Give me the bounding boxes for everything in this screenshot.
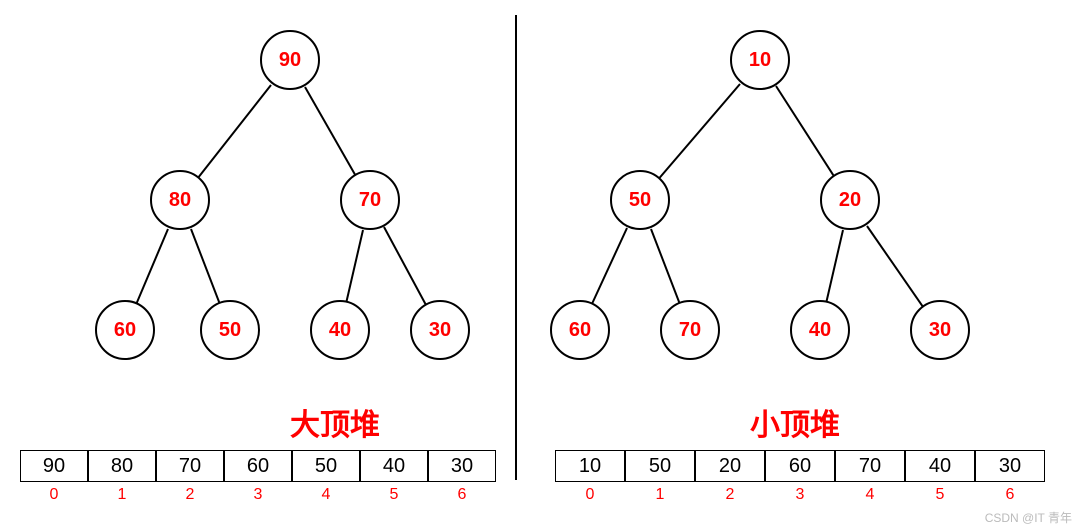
index-cell: 6	[428, 486, 496, 504]
index-cell: 2	[156, 486, 224, 504]
index-cell: 1	[625, 486, 695, 504]
tree-edge	[826, 230, 844, 302]
left-indices: 0123456	[20, 486, 496, 504]
right-array: 10502060704030	[555, 450, 1045, 482]
tree-edge	[866, 225, 923, 307]
index-cell: 4	[835, 486, 905, 504]
tree-edge	[190, 229, 220, 304]
tree-node: 40	[790, 300, 850, 360]
right-title: 小顶堆	[735, 400, 855, 444]
tree-node: 60	[95, 300, 155, 360]
array-cell: 40	[905, 450, 975, 482]
array-cell: 40	[360, 450, 428, 482]
array-cell: 80	[88, 450, 156, 482]
index-cell: 5	[905, 486, 975, 504]
index-cell: 2	[695, 486, 765, 504]
array-cell: 50	[292, 450, 360, 482]
tree-node: 90	[260, 30, 320, 90]
index-cell: 5	[360, 486, 428, 504]
array-cell: 30	[428, 450, 496, 482]
index-cell: 3	[224, 486, 292, 504]
right-indices: 0123456	[555, 486, 1045, 504]
index-cell: 1	[88, 486, 156, 504]
array-cell: 20	[695, 450, 765, 482]
tree-edge	[775, 86, 834, 177]
tree-node: 70	[660, 300, 720, 360]
tree-node: 30	[410, 300, 470, 360]
array-cell: 30	[975, 450, 1045, 482]
tree-node: 10	[730, 30, 790, 90]
tree-edge	[346, 230, 364, 302]
left-array: 90807060504030	[20, 450, 496, 482]
tree-node: 20	[820, 170, 880, 230]
tree-edge	[198, 84, 272, 178]
tree-edge	[304, 87, 356, 176]
tree-edge	[592, 228, 629, 304]
array-cell: 10	[555, 450, 625, 482]
index-cell: 0	[20, 486, 88, 504]
index-cell: 3	[765, 486, 835, 504]
array-cell: 50	[625, 450, 695, 482]
index-cell: 4	[292, 486, 360, 504]
tree-node: 40	[310, 300, 370, 360]
tree-edge	[659, 83, 741, 179]
array-cell: 60	[224, 450, 292, 482]
tree-edge	[383, 227, 426, 305]
array-cell: 70	[835, 450, 905, 482]
index-cell: 6	[975, 486, 1045, 504]
tree-node: 60	[550, 300, 610, 360]
left-title: 大顶堆	[275, 400, 395, 444]
array-cell: 60	[765, 450, 835, 482]
tree-node: 50	[200, 300, 260, 360]
tree-node: 70	[340, 170, 400, 230]
diagram-container: CSDN @IT 青年 90807060504030大顶堆90807060504…	[0, 0, 1080, 530]
tree-node: 50	[610, 170, 670, 230]
tree-node: 80	[150, 170, 210, 230]
tree-edge	[136, 228, 169, 304]
watermark: CSDN @IT 青年	[985, 509, 1072, 526]
index-cell: 0	[555, 486, 625, 504]
tree-edge	[650, 229, 680, 304]
center-divider	[515, 15, 517, 480]
array-cell: 90	[20, 450, 88, 482]
tree-node: 30	[910, 300, 970, 360]
array-cell: 70	[156, 450, 224, 482]
